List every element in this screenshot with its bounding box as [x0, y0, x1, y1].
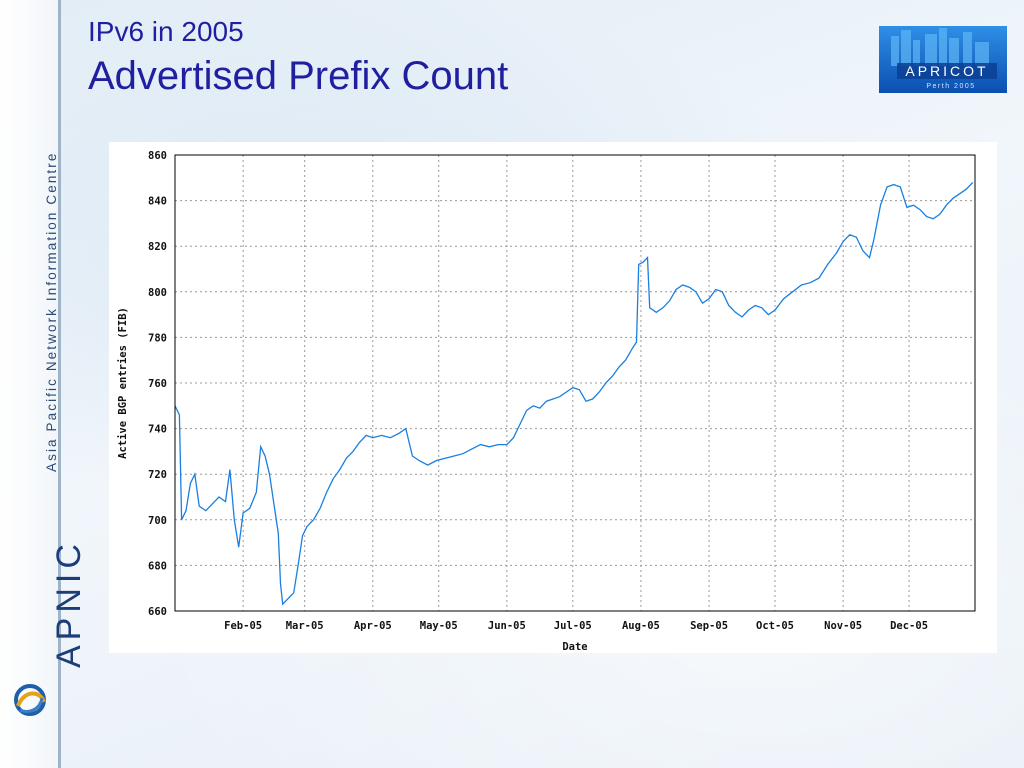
y-tick-label: 780: [148, 332, 167, 344]
y-axis-label: Active BGP entries (FIB): [117, 307, 129, 459]
apricot-logo: APRICOT Perth 2005: [879, 26, 1007, 93]
x-tick-label: Apr-05: [354, 620, 392, 632]
prefix-count-chart: 660 680 700 720 740 760 780 800 820 840 860 Feb-05 M…: [117, 150, 976, 653]
x-tick-label: Aug-05: [622, 620, 660, 632]
apnic-wordmark: APNIC: [50, 539, 88, 668]
slide-subtitle: IPv6 in 2005: [88, 16, 244, 47]
apnic-swirl-icon: [14, 684, 46, 716]
slide-title: Advertised Prefix Count: [88, 54, 509, 98]
x-tick-label: Dec-05: [890, 620, 928, 632]
skyline-icon: [891, 28, 989, 66]
x-axis-label: Date: [562, 641, 587, 653]
series-line: [174, 181, 974, 606]
sidebar-divider: [58, 0, 61, 768]
y-tick-label: 720: [148, 469, 167, 481]
y-tick-label: 700: [148, 515, 167, 527]
org-name: Asia Pacific Network Information Centre: [44, 151, 59, 473]
x-tick-label: Jul-05: [554, 620, 592, 632]
chart-panel: 660 680 700 720 740 760 780 800 820 840 860 Feb-05 M…: [109, 142, 997, 653]
y-tick-label: 660: [148, 606, 167, 618]
x-tick-label: Sep-05: [690, 620, 728, 632]
sidebar: [0, 0, 58, 768]
y-tick-label: 740: [148, 424, 167, 436]
plot-frame: [174, 154, 976, 612]
x-tick-label: Jun-05: [488, 620, 526, 632]
x-tick-label: Oct-05: [756, 620, 794, 632]
x-tick-label: Nov-05: [824, 620, 862, 632]
x-tick-label: Mar-05: [286, 620, 324, 632]
y-tick-label: 760: [148, 378, 167, 390]
y-tick-label: 680: [148, 560, 167, 572]
grid: [175, 155, 975, 611]
y-tick-label: 840: [148, 196, 167, 208]
y-tick-label: 800: [148, 287, 167, 299]
y-tick-label: 820: [148, 241, 167, 253]
apricot-tagline: Perth 2005: [926, 83, 975, 90]
apricot-name: APRICOT: [905, 63, 988, 79]
x-tick-label: May-05: [420, 620, 458, 632]
x-tick-label: Feb-05: [224, 620, 262, 632]
y-tick-label: 860: [148, 150, 167, 162]
tick-labels: 660 680 700 720 740 760 780 800 820 840 860 Feb-05 M…: [148, 150, 928, 632]
